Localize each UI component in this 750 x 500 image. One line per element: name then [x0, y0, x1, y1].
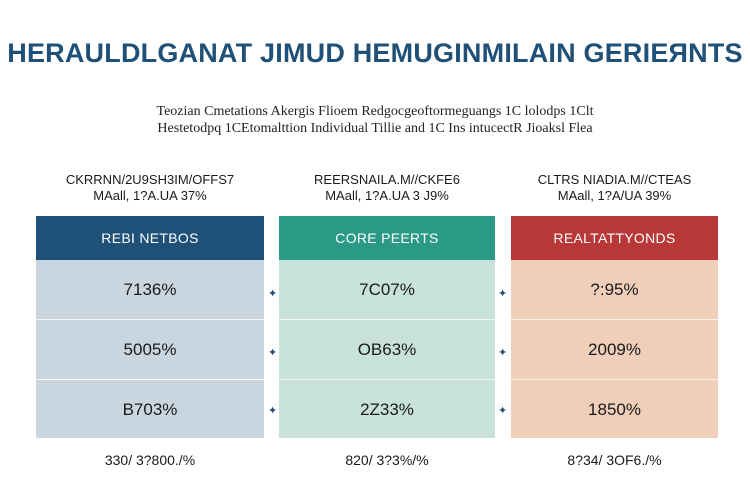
column-card: REALTATTYONDS ?:95% 2009% 1850% [511, 216, 718, 438]
card-row-3: B703% [122, 400, 178, 419]
sparkle-icon: ✦ [268, 347, 278, 359]
column-header-line-2: MAall, 1?A.UA 3 J9% [325, 188, 449, 203]
sparkle-icon: ✦ [498, 288, 508, 300]
card-row-2: 5005% [36, 320, 264, 380]
column-header-line-1: CLTRS NIADIA.M//CTEAS [537, 172, 692, 187]
sparkle-icon: ✦ [268, 405, 278, 417]
card-row-2: OB63% [279, 320, 495, 380]
sparkle-icon: ✦ [498, 405, 508, 417]
column-1: CKRRNN/2U9SH3IM/OFFS7 MAall, 1?A.UA 37% … [36, 172, 264, 438]
card-row-2: 2009% [511, 320, 718, 380]
card-row-1: ?:95% [511, 260, 718, 320]
card-body: 7C07% OB63% 2Z33% [279, 260, 495, 438]
column-1-footer: 330/ 3?800./% [104, 452, 196, 468]
subtitle-line-2: Hestetodpq 1CEtomalttion Individual Till… [157, 121, 593, 136]
column-2: REERSNAILA.M//CKFE6 MAall, 1?A.UA 3 J9% … [279, 172, 495, 438]
column-card: REBI NETBOS 7136% 5005% B703% [36, 216, 264, 438]
column-header-line-1: CKRRNN/2U9SH3IM/OFFS7 [65, 172, 235, 187]
card-row-1: 7136% [36, 260, 264, 320]
sparkle-icon: ✦ [498, 347, 508, 359]
card-band-label: CORE PEERTS [279, 216, 495, 260]
column-header: REERSNAILA.M//CKFE6 MAall, 1?A.UA 3 J9% [279, 172, 495, 212]
column-header-line-2: MAall, 1?A/UA 39% [557, 188, 672, 203]
column-header: CLTRS NIADIA.M//CTEAS MAall, 1?A/UA 39% [511, 172, 718, 212]
column-header-line-1: REERSNAILA.M//CKFE6 [314, 172, 460, 187]
page-title: HERAULDLGANAT JIMUD HEMUGINMILAIN GERIEЯ… [7, 38, 743, 68]
card-row-3: 1850% [588, 400, 641, 419]
column-3: CLTRS NIADIA.M//CTEAS MAall, 1?A/UA 39% … [511, 172, 718, 438]
sparkle-icon: ✦ [268, 288, 278, 300]
column-header-line-2: MAall, 1?A.UA 37% [93, 188, 207, 203]
card-row-3: 2Z33% [360, 400, 414, 419]
column-3-footer: 8?34/ 3OF6./% [567, 452, 662, 468]
card-band-label: REALTATTYONDS [511, 216, 718, 260]
card-band-label: REBI NETBOS [36, 216, 264, 260]
column-2-footer: 820/ 3?3%/% [345, 452, 429, 468]
subtitle-line-1: Teozian Cmetations Akergis Flioem Redgoc… [156, 104, 594, 119]
card-body: 7136% 5005% B703% [36, 260, 264, 438]
card-body: ?:95% 2009% 1850% [511, 260, 718, 438]
card-row-1: 7C07% [279, 260, 495, 320]
page-subtitle: Teozian Cmetations Akergis Flioem Redgoc… [0, 103, 750, 137]
column-header: CKRRNN/2U9SH3IM/OFFS7 MAall, 1?A.UA 37% [36, 172, 264, 212]
column-card: CORE PEERTS 7C07% OB63% 2Z33% [279, 216, 495, 438]
